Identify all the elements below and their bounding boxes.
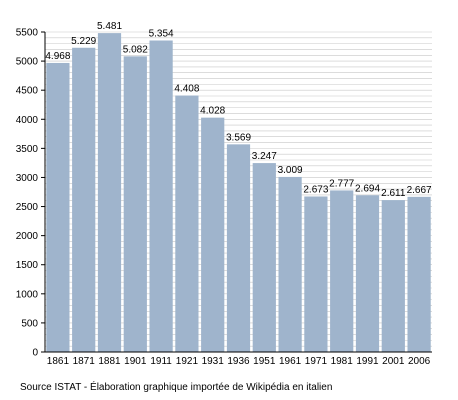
bar-1961 [278,176,302,352]
y-tick-label: 4000 [16,115,39,126]
bar-1951 [252,163,276,352]
x-tick-label-1931: 1931 [202,356,225,367]
bar-1991 [355,195,380,352]
data-label-1911: 5.354 [149,28,174,39]
bars [46,33,431,353]
bar-1871 [72,47,96,352]
data-label-1936: 3.569 [226,132,251,143]
x-tick-label-2006: 2006 [408,356,431,367]
data-label-1921: 4.408 [174,84,199,95]
x-tick-label-1981: 1981 [331,356,354,367]
y-tick-label: 1000 [16,289,39,300]
bar-1931 [201,117,225,352]
data-label-2006: 2.667 [407,185,432,196]
x-tick-label-1901: 1901 [124,356,147,367]
y-tick-label: 5500 [16,28,39,39]
data-label-1881: 5.481 [97,21,122,32]
bar-1911 [149,40,173,353]
x-tick-label-1921: 1921 [176,356,199,367]
y-tick-label: 2000 [16,231,39,242]
data-label-1961: 3.009 [278,165,303,176]
data-label-1861: 4.968 [45,51,70,62]
x-tick-label-1936: 1936 [227,356,250,367]
x-tick-label-1991: 1991 [356,356,379,367]
data-label-1901: 5.082 [123,44,148,55]
data-label-1991: 2.694 [355,183,380,194]
x-tick-label-1951: 1951 [253,356,276,367]
bar-1861 [46,62,70,352]
population-bar-chart: 0 500 1000 1500 2000 2500 3000 3500 4000 4500 5000… [16,21,432,367]
x-tick-label-1881: 1881 [98,356,121,367]
y-tick-label: 2500 [16,202,39,213]
bar-2001 [381,200,405,352]
data-label-1981: 2.777 [329,178,354,189]
x-tick-label-2001: 2001 [382,356,405,367]
x-tick-label-1861: 1861 [47,356,70,367]
y-tick-label: 500 [21,318,38,329]
source-note: Source ISTAT - Élaboration graphique imp… [20,382,333,393]
x-tick-label-1971: 1971 [305,356,328,367]
bar-1971 [304,196,328,352]
labels: 0 500 1000 1500 2000 2500 3000 3500 4000 4500 5000… [16,21,432,367]
bar-1936 [226,144,251,352]
data-label-1971: 2.673 [303,184,328,195]
x-tick-label-1871: 1871 [73,356,96,367]
data-label-2001: 2.611 [381,188,406,199]
y-tick-label: 5000 [16,57,39,68]
axes [41,31,432,353]
y-tick-label: 1500 [16,260,39,271]
y-tick-label: 3000 [16,173,39,184]
y-tick-label: 0 [32,348,38,359]
y-tick-label: 3500 [16,144,39,155]
x-tick-label-1911: 1911 [150,356,172,367]
bar-2006 [407,196,431,352]
data-label-1871: 5.229 [71,36,96,47]
data-label-1931: 4.028 [200,106,225,117]
y-tick-label: 4500 [16,86,39,97]
data-label-1951: 3.247 [252,151,277,162]
bar-1981 [330,190,354,352]
bar-1921 [175,95,199,352]
bar-1881 [97,33,122,352]
x-tick-label-1961: 1961 [279,356,302,367]
bar-1901 [123,56,147,352]
